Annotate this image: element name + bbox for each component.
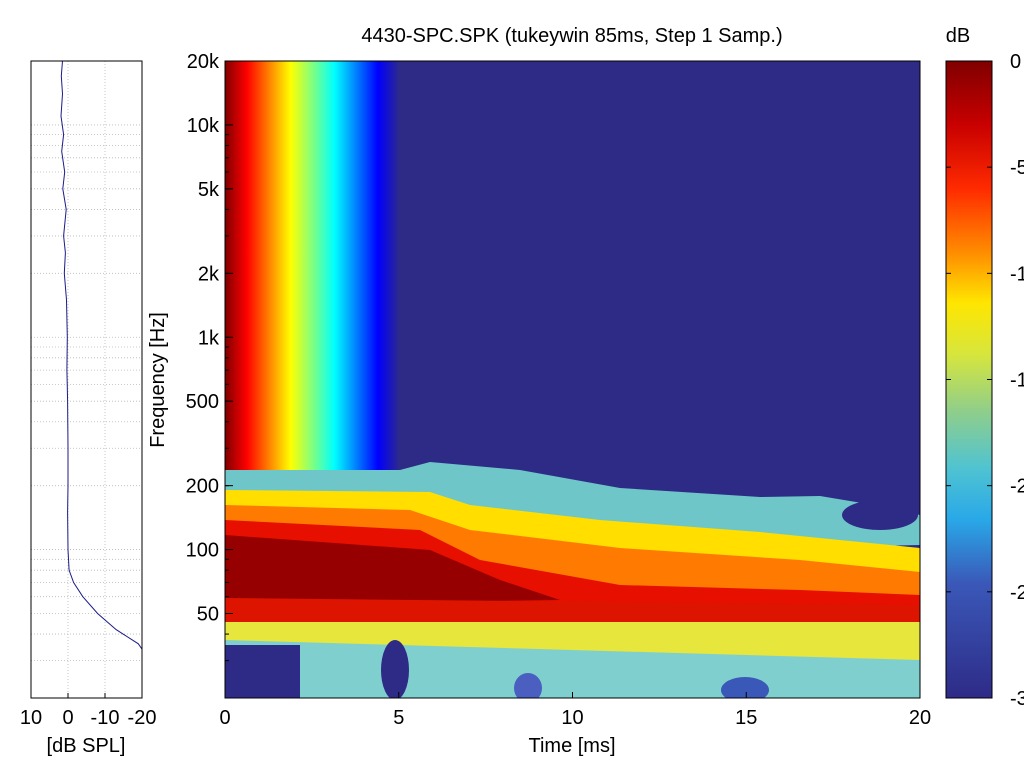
colorbar-ticks: 0 -5 -10 -15 -20 -25 -30 xyxy=(946,51,1024,710)
colorbar-tick-label: -10 xyxy=(1010,263,1024,285)
spectrogram-y-tick-label: 20k xyxy=(187,51,220,73)
band-50hz xyxy=(225,598,920,622)
spectrogram-x-ticks: 0 5 10 15 20 xyxy=(219,692,931,729)
spectrogram-y-tick-label: 50 xyxy=(197,604,219,626)
colorbar-tick-label: -5 xyxy=(1010,157,1024,179)
low-null-9ms xyxy=(514,673,542,698)
lf-tail-darkred xyxy=(225,535,560,605)
fr-x-tick-label: -10 xyxy=(91,707,120,729)
low-region-dark xyxy=(225,645,300,698)
colorbar-gradient xyxy=(945,60,993,699)
spectrogram-y-tick-label: 500 xyxy=(186,391,219,413)
spectrogram-y-tick-label: 100 xyxy=(186,540,219,562)
colorbar-label: dB xyxy=(946,25,970,47)
spectrogram-y-ticks: 20k 10k 5k 2k 1k 500 200 100 50 xyxy=(186,51,233,699)
colorbar-tick-label: -30 xyxy=(1010,688,1024,710)
spectrogram-y-axis-label: Frequency [Hz] xyxy=(147,312,169,448)
colorbar: 0 -5 -10 -15 -20 -25 -30 dB xyxy=(945,25,1024,710)
spectrogram-y-tick-label: 5k xyxy=(198,179,220,201)
spectrogram-x-axis-label: Time [ms] xyxy=(528,735,615,757)
spectrogram-field xyxy=(225,61,920,698)
spectrogram-x-tick-label: 10 xyxy=(561,707,583,729)
fr-curve xyxy=(60,60,143,650)
colorbar-tick-label: -25 xyxy=(1010,582,1024,604)
spectrogram-y-tick-label: 200 xyxy=(186,476,219,498)
fr-x-tick-label: 0 xyxy=(62,707,73,729)
colorbar-tick-label: 0 xyxy=(1010,51,1021,73)
spectrogram-panel: 0 5 10 15 20 20k 10k 5k 2k 1k 500 200 100 50 Time [m… xyxy=(147,51,931,757)
fr-plot-frame xyxy=(30,60,143,699)
frequency-response-panel: 10 0 -10 -20 [dB SPL] xyxy=(20,60,157,757)
spectrogram-x-tick-label: 5 xyxy=(393,707,404,729)
broadband-energy-band xyxy=(225,61,400,501)
fr-x-tick-label: 10 xyxy=(20,707,42,729)
spectrogram-y-tick-label: 10k xyxy=(187,115,220,137)
spectrogram-x-tick-label: 15 xyxy=(735,707,757,729)
low-null-5ms xyxy=(381,640,409,698)
fr-x-tick-label: -20 xyxy=(128,707,157,729)
spectrogram-y-tick-label: 1k xyxy=(198,327,220,349)
colorbar-tick-label: -20 xyxy=(1010,476,1024,498)
fr-x-axis-label: [dB SPL] xyxy=(47,735,126,757)
spectrogram-x-tick-label: 0 xyxy=(219,707,230,729)
spectrogram-y-tick-label: 2k xyxy=(198,263,220,285)
fr-plot-area xyxy=(31,61,142,698)
spectrogram-x-tick-label: 20 xyxy=(909,707,931,729)
chart-title: 4430-SPC.SPK (tukeywin 85ms, Step 1 Samp… xyxy=(361,25,782,47)
fr-x-tick-labels: 10 0 -10 -20 xyxy=(20,693,157,729)
lf-tail-null xyxy=(842,500,918,530)
low-null-15ms xyxy=(721,677,769,698)
colorbar-tick-label: -15 xyxy=(1010,370,1024,392)
